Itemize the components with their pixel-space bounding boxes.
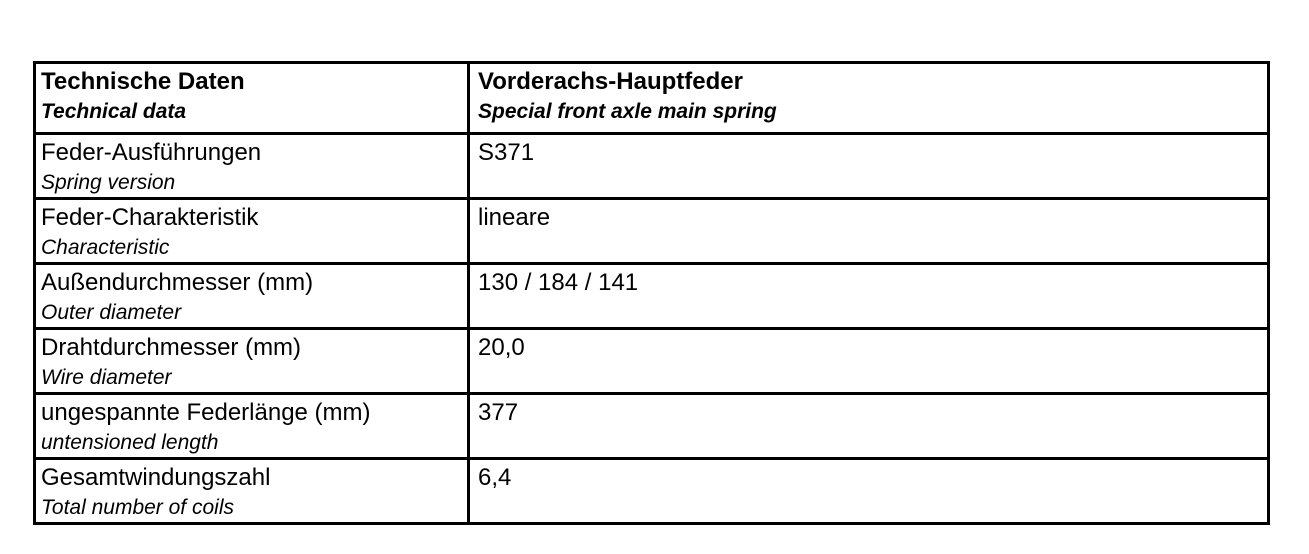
row-label-en: Wire diameter bbox=[41, 366, 172, 389]
table-row: Feder-Ausführungen Spring version S371 bbox=[33, 132, 1270, 200]
table-row: Außendurchmesser (mm) Outer diameter 130… bbox=[33, 262, 1270, 330]
row-value-cell: 6,4 bbox=[467, 457, 1270, 525]
row-label-cell: Außendurchmesser (mm) Outer diameter bbox=[33, 262, 470, 330]
row-label-cell: Gesamtwindungszahl Total number of coils bbox=[33, 457, 470, 525]
row-value-cell: 377 bbox=[467, 392, 1270, 460]
table-body: Feder-Ausführungen Spring version S371 F… bbox=[33, 132, 1270, 525]
row-label-de: Drahtdurchmesser (mm) bbox=[41, 334, 302, 361]
spec-table: Technische Daten Technical data Vorderac… bbox=[33, 61, 1270, 525]
row-value: lineare bbox=[478, 204, 551, 231]
header-spring-name-en: Special front axle main spring bbox=[478, 100, 777, 123]
header-cell-spring-name: Vorderachs-Hauptfeder Special front axle… bbox=[467, 61, 1270, 135]
row-label-cell: Drahtdurchmesser (mm) Wire diameter bbox=[33, 327, 470, 395]
row-value-cell: 20,0 bbox=[467, 327, 1270, 395]
technical-data-sheet: Technische Daten Technical data Vorderac… bbox=[33, 61, 1270, 525]
table-row: Feder-Charakteristik Characteristic line… bbox=[33, 197, 1270, 265]
row-value: S371 bbox=[478, 139, 535, 166]
row-label-de: Außendurchmesser (mm) bbox=[41, 269, 314, 296]
row-label-cell: Feder-Ausführungen Spring version bbox=[33, 132, 470, 200]
row-label-cell: Feder-Charakteristik Characteristic bbox=[33, 197, 470, 265]
header-cell-technical-data: Technische Daten Technical data bbox=[33, 61, 470, 135]
row-value: 20,0 bbox=[478, 334, 525, 361]
row-label-en: Spring version bbox=[41, 171, 176, 194]
table-row: Drahtdurchmesser (mm) Wire diameter 20,0 bbox=[33, 327, 1270, 395]
row-label-de: Gesamtwindungszahl bbox=[41, 464, 271, 491]
header-spring-name-de: Vorderachs-Hauptfeder bbox=[478, 68, 743, 95]
row-label-en: Total number of coils bbox=[41, 496, 234, 519]
table-row: Gesamtwindungszahl Total number of coils… bbox=[33, 457, 1270, 525]
table-row: ungespannte Federlänge (mm) untensioned … bbox=[33, 392, 1270, 460]
row-label-en: Characteristic bbox=[41, 236, 170, 259]
row-value-cell: 130 / 184 / 141 bbox=[467, 262, 1270, 330]
row-value-cell: S371 bbox=[467, 132, 1270, 200]
row-value: 130 / 184 / 141 bbox=[478, 269, 639, 296]
header-title-de: Technische Daten bbox=[41, 68, 245, 95]
row-label-cell: ungespannte Federlänge (mm) untensioned … bbox=[33, 392, 470, 460]
row-value: 6,4 bbox=[478, 464, 512, 491]
row-label-en: untensioned length bbox=[41, 431, 219, 454]
header-title-en: Technical data bbox=[41, 100, 187, 123]
row-label-de: Feder-Ausführungen bbox=[41, 139, 262, 166]
table-header-row: Technische Daten Technical data Vorderac… bbox=[33, 61, 1270, 135]
row-label-de: Feder-Charakteristik bbox=[41, 204, 259, 231]
row-label-en: Outer diameter bbox=[41, 301, 182, 324]
row-label-de: ungespannte Federlänge (mm) bbox=[41, 399, 371, 426]
row-value: 377 bbox=[478, 399, 519, 426]
row-value-cell: lineare bbox=[467, 197, 1270, 265]
